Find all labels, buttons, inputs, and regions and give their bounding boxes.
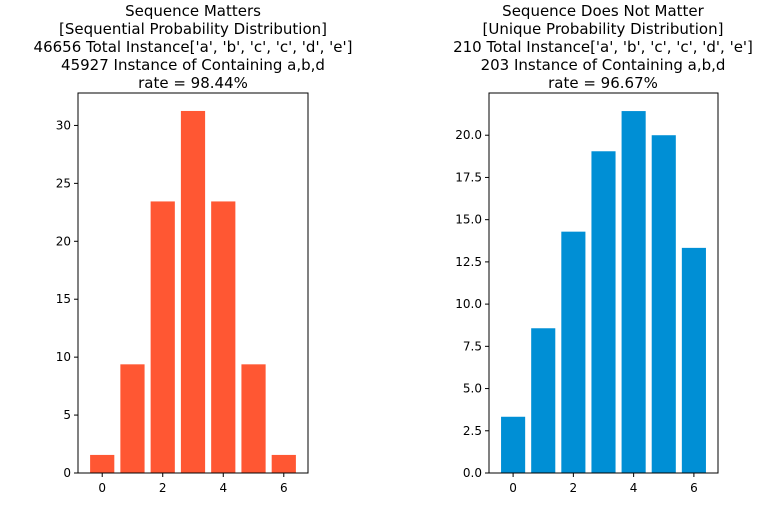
chart-2-ytick-label: 15.0 xyxy=(455,213,482,227)
chart-2-ytick-label: 7.5 xyxy=(463,339,482,353)
chart-1-title-line-1: Sequence Matters xyxy=(125,2,261,20)
chart-2-axes-frame xyxy=(488,92,719,474)
chart-2-title-line-4: 203 Instance of Containing a,b,d xyxy=(481,56,726,74)
chart-1-bar-2 xyxy=(150,201,175,473)
chart-1-ytick-label: 15 xyxy=(56,292,71,306)
chart-2-bar-6 xyxy=(681,247,706,473)
chart-1-ytick-label: 30 xyxy=(56,118,71,132)
chart-1-xtick-label: 4 xyxy=(219,481,227,495)
chart-1-bar-1 xyxy=(120,364,145,473)
chart-2-xtick-label: 6 xyxy=(690,481,698,495)
chart-1-title-line-5: rate = 98.44% xyxy=(138,74,248,92)
chart-1-xtick-label: 2 xyxy=(159,481,167,495)
chart-2-xtick-label: 0 xyxy=(509,481,517,495)
chart-2-ytick-label: 20.0 xyxy=(455,128,482,142)
chart-2-bar-3 xyxy=(591,151,616,473)
chart-1-bar-5 xyxy=(241,364,266,473)
chart-1-ytick-label: 0 xyxy=(63,466,71,480)
chart-2-ytick-label: 5.0 xyxy=(463,382,482,396)
chart-2-title-line-5: rate = 96.67% xyxy=(548,74,658,92)
chart-2-bar-0 xyxy=(501,416,526,473)
chart-2-title-line-3: 210 Total Instance['a', 'b', 'c', 'c', '… xyxy=(453,38,753,56)
chart-2-ytick-label: 2.5 xyxy=(463,424,482,438)
chart-2-title-line-2: [Unique Probability Distribution] xyxy=(483,20,724,38)
chart-1-bar-0 xyxy=(90,454,115,473)
chart-1-title-line-4: 45927 Instance of Containing a,b,d xyxy=(61,56,325,74)
chart-2-xtick-label: 4 xyxy=(630,481,638,495)
chart-2-ytick-label: 0.0 xyxy=(463,466,482,480)
chart-2-bar-4 xyxy=(621,111,646,474)
chart-1-ytick-label: 25 xyxy=(56,176,71,190)
chart-2-ytick-label: 12.5 xyxy=(455,255,482,269)
chart-1-bar-3 xyxy=(180,110,206,474)
chart-1-xtick-label: 6 xyxy=(280,481,288,495)
chart-1-axes-frame xyxy=(77,92,309,474)
chart-2-bar-5 xyxy=(651,135,676,473)
chart-2-bar-2 xyxy=(561,231,586,473)
chart-1-title-line-2: [Sequential Probability Distribution] xyxy=(59,20,327,38)
chart-2-title-line-1: Sequence Does Not Matter xyxy=(502,2,704,20)
chart-1-title-line-3: 46656 Total Instance['a', 'b', 'c', 'c',… xyxy=(34,38,353,56)
chart-1-ytick-label: 20 xyxy=(56,234,71,248)
chart-1-bar-4 xyxy=(211,201,236,473)
chart-1-bar-6 xyxy=(271,454,296,473)
chart-2-ytick-label: 10.0 xyxy=(455,297,482,311)
chart-1-ytick-label: 5 xyxy=(63,408,71,422)
chart-2-bar-1 xyxy=(531,328,556,473)
chart-2-xtick-label: 2 xyxy=(570,481,578,495)
chart-1-xtick-label: 0 xyxy=(98,481,106,495)
chart-2-ytick-label: 17.5 xyxy=(455,170,482,184)
chart-1-ytick-label: 10 xyxy=(56,350,71,364)
